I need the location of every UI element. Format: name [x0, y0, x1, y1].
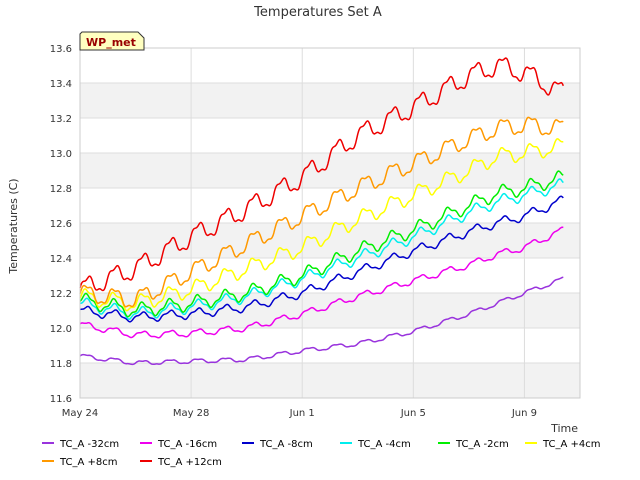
- legend-item: TC_A -32cm: [42, 439, 119, 450]
- legend-item: TC_A -2cm: [438, 439, 509, 450]
- plot-frame: [79, 47, 581, 399]
- x-axis-label: Time: [550, 422, 578, 435]
- y-tick-label: 12.8: [50, 184, 72, 195]
- y-tick-label: 11.6: [50, 394, 72, 405]
- x-axis-ticks: May 24 May 28 Jun 1 Jun 5 Jun 9: [62, 408, 537, 419]
- y-tick-label: 13.4: [50, 79, 72, 90]
- legend-label: TC_A -8cm: [259, 439, 313, 450]
- legend: TC_A -32cm TC_A -16cm TC_A -8cm TC_A -4cm TC…: [42, 439, 601, 468]
- y-axis-label: Temperatures (C): [7, 178, 20, 274]
- plot-band: [80, 48, 580, 83]
- x-tick-label: Jun 1: [289, 408, 315, 419]
- plot-band: [80, 83, 580, 118]
- series-line-5: [79, 138, 564, 312]
- legend-item: TC_A -4cm: [340, 439, 411, 450]
- plot-band: [80, 363, 580, 398]
- legend-item: TC_A +8cm: [42, 457, 118, 468]
- badge-shape: [79, 31, 145, 51]
- series-line-7: [79, 57, 564, 292]
- legend-item: TC_A -16cm: [140, 439, 217, 450]
- chart-title: Temperatures Set A: [253, 5, 382, 20]
- plot-band: [80, 223, 580, 258]
- legend-label: TC_A -16cm: [157, 439, 217, 450]
- y-tick-label: 11.8: [50, 359, 72, 370]
- x-tick-label: Jun 9: [511, 408, 537, 419]
- y-tick-label: 12.2: [50, 289, 72, 300]
- legend-item: TC_A +12cm: [140, 457, 222, 468]
- plot-band: [80, 153, 580, 188]
- legend-label: TC_A +4cm: [542, 439, 601, 450]
- y-tick-label: 12.0: [50, 324, 72, 335]
- y-tick-label: 12.6: [50, 219, 72, 230]
- series-line-4: [79, 170, 564, 318]
- x-tick-label: May 28: [173, 408, 210, 419]
- legend-label: TC_A +12cm: [157, 457, 222, 468]
- series-line-0: [79, 276, 564, 366]
- series-lines: [79, 57, 564, 366]
- x-tick-label: May 24: [62, 408, 99, 419]
- badge-label: WP_met: [86, 36, 136, 49]
- wp-met-badge: WP_met: [79, 31, 145, 51]
- legend-label: TC_A -2cm: [455, 439, 509, 450]
- legend-label: TC_A -4cm: [357, 439, 411, 450]
- legend-label: TC_A +8cm: [59, 457, 118, 468]
- legend-label: TC_A -32cm: [59, 439, 119, 450]
- plot-background: [80, 48, 580, 398]
- y-tick-label: 13.2: [50, 114, 72, 125]
- plot-band: [80, 328, 580, 363]
- series-line-2: [79, 195, 564, 323]
- y-axis-ticks: 11.6 11.8 12.0 12.2 12.4 12.6 12.8 13.0 13.2 13.4…: [50, 44, 72, 405]
- legend-item: TC_A -8cm: [242, 439, 313, 450]
- series-line-1: [79, 226, 564, 339]
- series-line-6: [79, 116, 564, 308]
- series-line-3: [79, 178, 564, 320]
- y-tick-label: 12.4: [50, 254, 72, 265]
- y-tick-label: 13.6: [50, 44, 72, 55]
- plot-band: [80, 118, 580, 153]
- x-tick-label: Jun 5: [400, 408, 426, 419]
- legend-item: TC_A +4cm: [525, 439, 601, 450]
- y-tick-label: 13.0: [50, 149, 72, 160]
